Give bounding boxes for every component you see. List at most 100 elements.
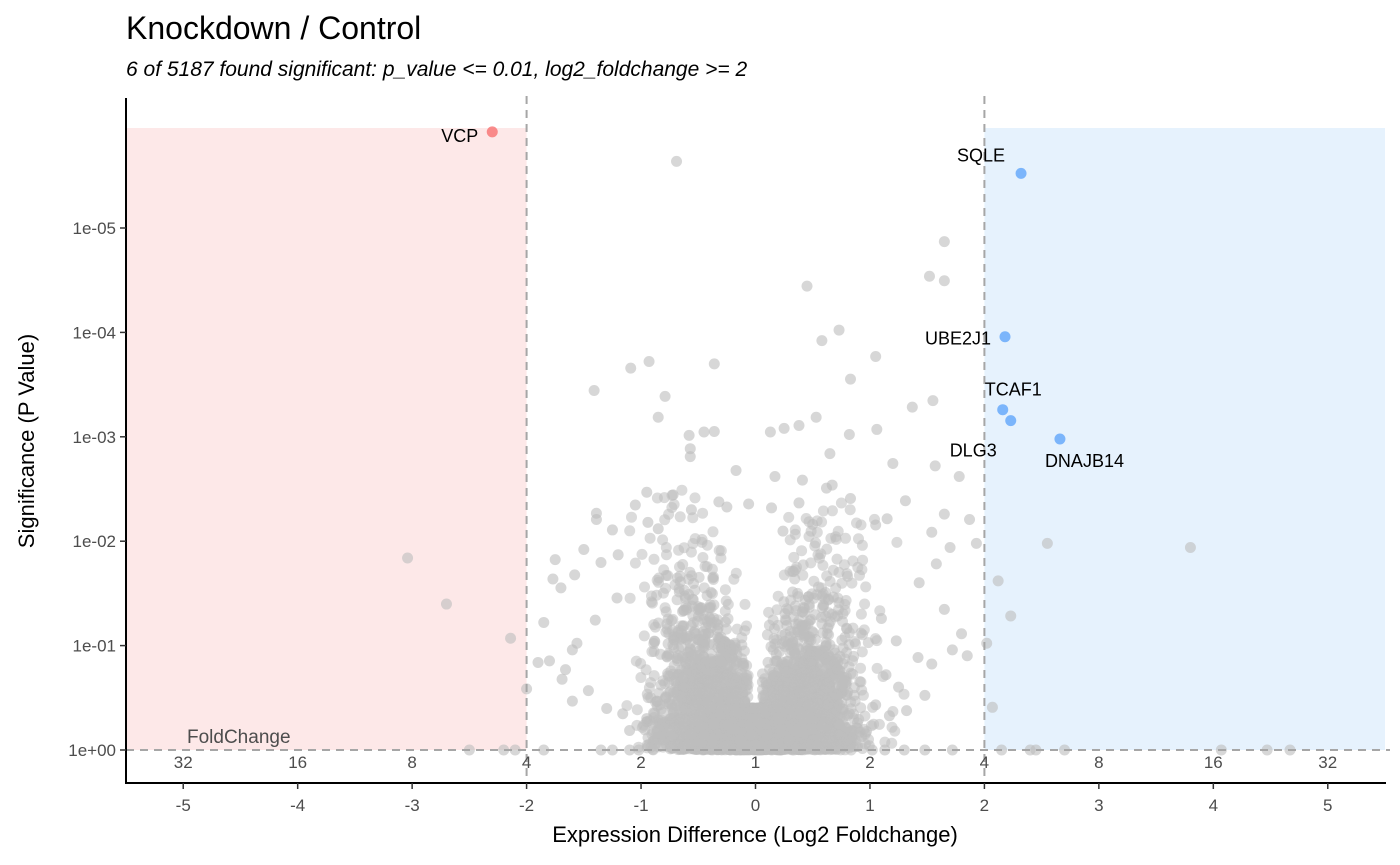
data-point	[694, 602, 706, 614]
data-point	[636, 548, 648, 560]
data-point	[778, 684, 790, 696]
data-point	[659, 514, 671, 526]
data-point	[826, 505, 838, 517]
data-point	[891, 536, 903, 548]
data-point	[741, 675, 753, 687]
data-point	[648, 553, 660, 565]
data-point	[871, 635, 883, 647]
data-point	[721, 670, 733, 682]
data-point	[677, 559, 689, 570]
shaded-regions	[126, 128, 1385, 750]
data-point	[658, 492, 670, 504]
data-point	[673, 583, 685, 595]
data-point	[645, 596, 657, 608]
data-point	[779, 628, 791, 640]
data-point	[838, 559, 850, 571]
data-point	[624, 592, 636, 604]
data-point	[626, 511, 637, 523]
data-point	[661, 549, 672, 561]
data-point	[859, 598, 871, 610]
data-point	[635, 672, 647, 683]
data-point	[719, 584, 731, 596]
data-point	[847, 622, 859, 634]
data-point	[856, 564, 868, 576]
data-point	[659, 602, 671, 614]
data-point	[856, 646, 868, 658]
data-point	[722, 613, 734, 625]
data-point	[838, 726, 850, 738]
data-point	[821, 570, 833, 582]
data-point	[689, 584, 701, 596]
data-point	[643, 682, 655, 694]
data-point	[729, 642, 741, 654]
data-point	[767, 644, 779, 656]
data-point	[835, 497, 847, 509]
data-point	[768, 670, 780, 682]
data-point	[855, 662, 866, 674]
data-point	[798, 631, 810, 643]
data-point	[697, 507, 709, 519]
data-point	[699, 560, 711, 572]
data-point	[796, 545, 808, 557]
data-point	[676, 484, 688, 496]
data-point	[809, 540, 821, 552]
data-point	[823, 607, 835, 619]
data-point	[643, 739, 655, 751]
up-regulated-region	[984, 128, 1385, 750]
data-point	[676, 712, 688, 724]
data-point	[808, 575, 820, 587]
data-point	[833, 566, 845, 578]
data-point	[739, 598, 751, 610]
data-point	[696, 534, 708, 545]
data-point	[769, 655, 781, 667]
data-point	[816, 721, 828, 733]
data-point	[830, 660, 842, 672]
data-point	[805, 557, 817, 569]
data-point	[871, 662, 883, 674]
data-point	[855, 627, 867, 639]
data-point	[659, 693, 671, 705]
data-point	[718, 640, 730, 652]
data-point	[675, 628, 687, 640]
data-point	[825, 713, 837, 725]
background-points-bulk	[621, 484, 910, 756]
data-point	[678, 542, 690, 554]
data-point	[636, 721, 648, 733]
data-point	[686, 649, 698, 661]
down-regulated-region	[126, 128, 527, 750]
data-point	[730, 674, 742, 686]
data-point	[862, 637, 874, 649]
data-point	[710, 675, 722, 687]
data-point	[689, 492, 701, 504]
data-point	[644, 532, 656, 544]
data-point	[789, 528, 801, 540]
data-point	[805, 682, 817, 694]
data-point	[738, 645, 750, 657]
data-point	[853, 533, 864, 545]
data-point	[837, 642, 849, 654]
data-point	[804, 658, 816, 670]
data-point	[855, 702, 867, 714]
data-point	[630, 655, 642, 667]
data-point	[781, 655, 793, 667]
data-point	[715, 545, 727, 557]
data-point	[847, 655, 858, 667]
data-point	[778, 569, 790, 581]
data-point	[855, 519, 867, 531]
data-point	[792, 591, 804, 603]
data-point	[856, 684, 868, 696]
data-point	[850, 638, 861, 650]
data-point	[677, 721, 688, 733]
data-point	[886, 737, 898, 749]
data-point	[847, 555, 859, 567]
data-point	[779, 640, 791, 652]
data-point	[678, 605, 690, 616]
chart-subtitle: 6 of 5187 found significant: p_value <= …	[126, 58, 748, 81]
data-point	[855, 608, 867, 620]
data-point	[820, 636, 832, 648]
data-point	[781, 603, 793, 615]
data-point	[667, 730, 678, 742]
data-point	[868, 718, 880, 730]
data-point	[653, 576, 664, 588]
